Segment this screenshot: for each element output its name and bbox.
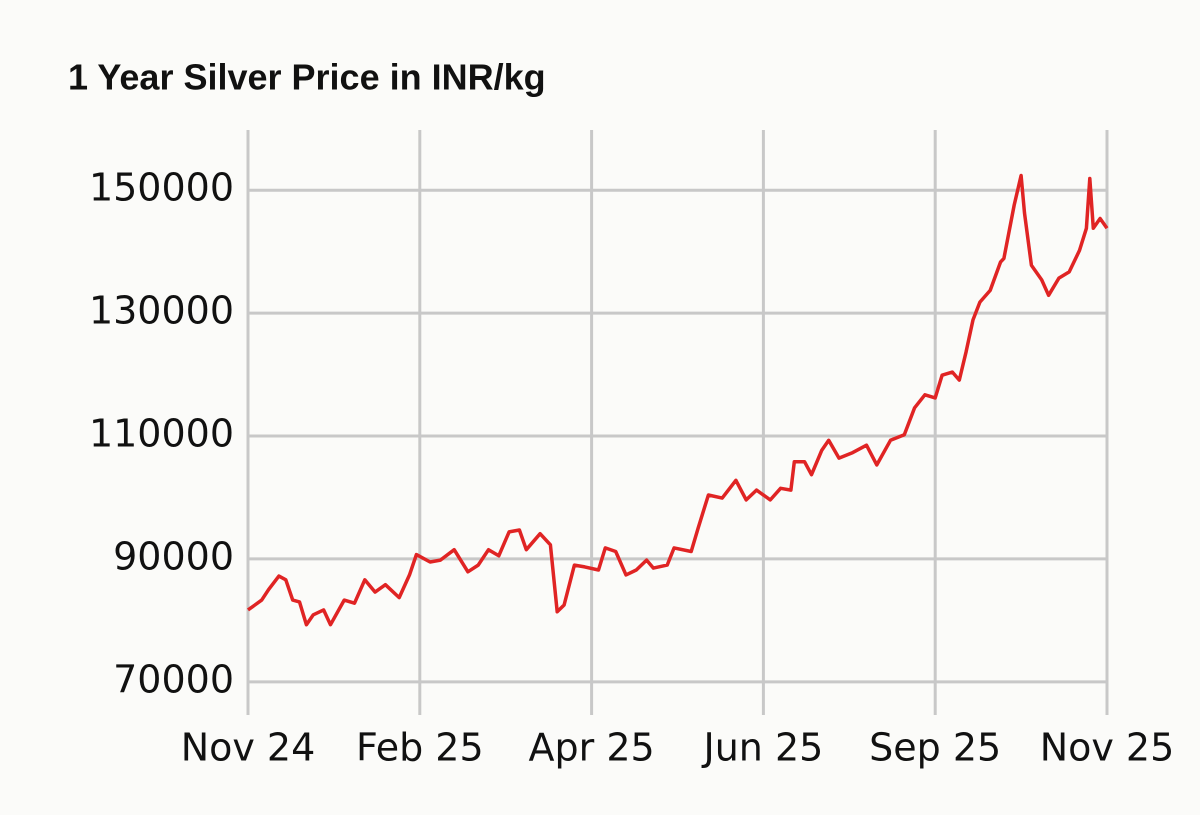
y-tick-label: 110000 [89,412,234,456]
chart-title: 1 Year Silver Price in INR/kg [68,57,546,98]
x-tick-label: Feb 25 [356,726,484,770]
x-tick-label: Jun 25 [701,726,823,770]
y-tick-label: 90000 [113,534,234,578]
y-tick-label: 150000 [89,166,234,210]
x-tick-label: Sep 25 [869,726,1001,770]
x-tick-label: Nov 24 [181,726,316,770]
price-line [246,173,1109,627]
x-tick-label: Apr 25 [529,726,655,770]
y-tick-label: 130000 [89,289,234,333]
x-tick-label: Nov 25 [1040,726,1175,770]
y-tick-label: 70000 [113,657,234,701]
